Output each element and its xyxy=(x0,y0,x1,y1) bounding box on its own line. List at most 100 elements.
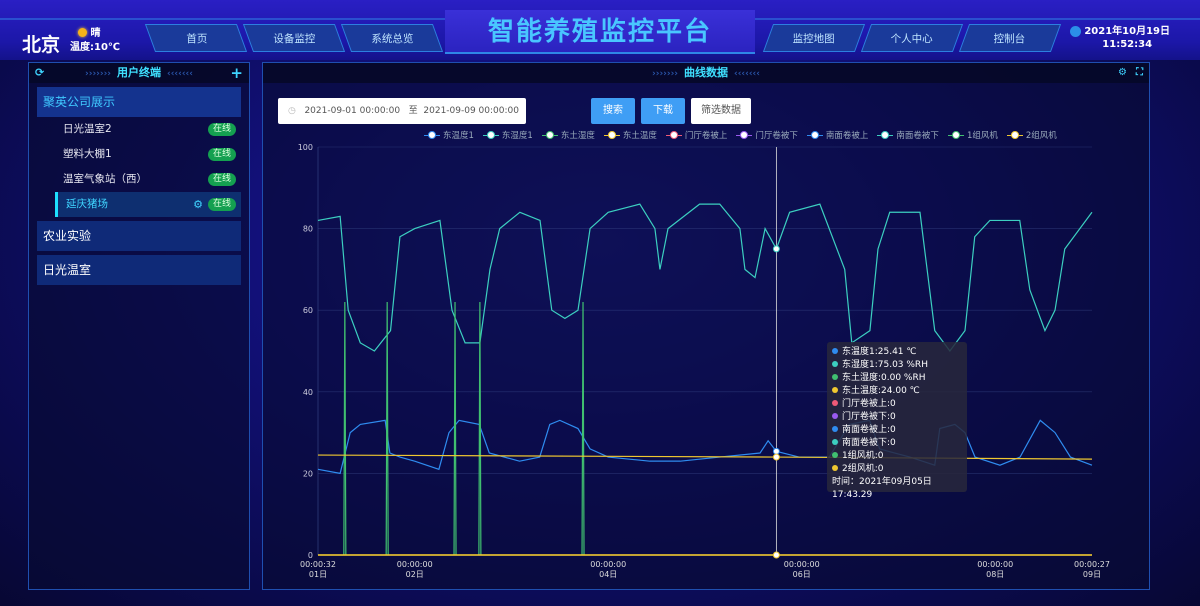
legend-marker-icon xyxy=(482,131,499,139)
series-spike xyxy=(581,302,585,556)
x-tick-label: 01日 xyxy=(309,570,327,579)
time-text: 11:52:34 xyxy=(1102,39,1153,50)
tooltip-row: 门厅卷被上:0 xyxy=(832,398,962,411)
settings-icon[interactable]: ⚙ xyxy=(1118,67,1127,78)
tree-item-label: 延庆猪场 xyxy=(66,198,108,210)
tree-item[interactable]: 温室气象站（西） 在线 xyxy=(55,167,241,192)
tooltip-row: 东土温度:24.00 ℃ xyxy=(832,385,962,398)
tooltip-row: 东温度1:25.41 ℃ xyxy=(832,346,962,359)
tree-item[interactable]: 塑料大棚1 在线 xyxy=(55,142,241,167)
tooltip-row: 南面卷被下:0 xyxy=(832,437,962,450)
cursor-point xyxy=(772,447,780,455)
device-tree: 聚英公司展示 日光温室2 在线 塑料大棚1 在线 温室气象站（西） 在线 延庆猪场 ⚙ 在线 农业实… xyxy=(29,87,249,285)
clock: 2021年10月19日 11:52:34 xyxy=(1070,25,1170,51)
tree-item-label: 塑料大棚1 xyxy=(63,148,112,160)
sidebar: ⟳ ››››››› 用户终端 ‹‹‹‹‹‹‹ + 聚英公司展示 日光温室2 在线 塑料大棚… xyxy=(28,62,250,590)
status-badge: 在线 xyxy=(207,123,236,136)
chart-panel-header: ››››››› 曲线数据 ‹‹‹‹‹‹‹ ⚙ ⛶ xyxy=(263,63,1149,83)
tooltip-row: 东土湿度:0.00 %RH xyxy=(832,372,962,385)
series-dot-icon xyxy=(832,387,838,393)
date-start[interactable]: 2021-09-01 00:00:00 xyxy=(304,106,401,116)
settings-icon[interactable]: ⚙ xyxy=(193,198,203,211)
refresh-icon[interactable]: ⟳ xyxy=(35,66,45,79)
tree-item-label: 温室气象站（西） xyxy=(63,173,147,185)
legend-item[interactable]: 1组风机 xyxy=(947,129,998,141)
tree-group[interactable]: 日光温室 xyxy=(37,255,241,285)
legend-marker-icon xyxy=(947,131,964,139)
series-dot-icon xyxy=(832,452,838,458)
series-dot-icon xyxy=(832,400,838,406)
tree-group[interactable]: 聚英公司展示 xyxy=(37,87,241,117)
date-range-picker[interactable]: ◷ 2021-09-01 00:00:00 至 2021-09-09 00:00… xyxy=(278,98,526,124)
series-spike xyxy=(343,302,347,556)
legend-item[interactable]: 东土温度 xyxy=(603,129,657,141)
series-dot-icon xyxy=(832,374,838,380)
legend-marker-icon xyxy=(877,131,894,139)
tree-group[interactable]: 农业实验 xyxy=(37,221,241,251)
x-tick-label: 00:00:00 xyxy=(590,560,626,569)
legend-marker-icon xyxy=(603,131,620,139)
tooltip-row: 东湿度1:75.03 %RH xyxy=(832,359,962,372)
chart-panel-title: 曲线数据 xyxy=(684,66,728,79)
y-tick-label: 80 xyxy=(303,225,313,234)
legend-item[interactable]: 东温度1 xyxy=(424,129,474,141)
page-title: 智能养殖监控平台 xyxy=(445,10,755,54)
x-tick-label: 00:00:00 xyxy=(977,560,1013,569)
date-text: 2021年10月19日 xyxy=(1084,26,1170,37)
legend-marker-icon xyxy=(806,131,823,139)
legend-item[interactable]: 东湿度1 xyxy=(482,129,533,141)
series-dot-icon xyxy=(832,361,838,367)
tooltip-row: 1组风机:0 xyxy=(832,450,962,463)
legend-item[interactable]: 门厅卷被上 xyxy=(665,129,727,141)
y-tick-label: 100 xyxy=(298,143,313,152)
legend-item[interactable]: 2组风机 xyxy=(1006,129,1057,141)
legend-marker-icon xyxy=(424,131,440,139)
sidebar-title: 用户终端 xyxy=(117,66,161,79)
cursor-point xyxy=(772,245,780,253)
status-badge: 在线 xyxy=(207,148,236,161)
y-tick-label: 40 xyxy=(303,388,313,397)
x-tick-label: 09日 xyxy=(1083,570,1101,579)
sidebar-header: ⟳ ››››››› 用户终端 ‹‹‹‹‹‹‹ + xyxy=(29,63,249,83)
legend-marker-icon xyxy=(541,131,558,139)
tooltip-time: 时间：2021年09月05日 17:43.29 xyxy=(832,477,932,500)
series-line xyxy=(317,419,1093,475)
x-tick-label: 00:00:32 xyxy=(300,560,336,569)
x-tick-label: 00:00:00 xyxy=(784,560,820,569)
legend-marker-icon xyxy=(665,131,682,139)
cursor-point xyxy=(772,551,780,559)
legend-item[interactable]: 南面卷被上 xyxy=(806,129,868,141)
fullscreen-icon[interactable]: ⛶ xyxy=(1136,67,1143,78)
status-badge: 在线 xyxy=(207,173,236,186)
status-badge: 在线 xyxy=(207,198,236,211)
y-tick-label: 0 xyxy=(308,551,313,560)
add-icon[interactable]: + xyxy=(230,64,243,82)
x-tick-label: 00:00:00 xyxy=(397,560,433,569)
tooltip-row: 南面卷被上:0 xyxy=(832,424,962,437)
sun-icon xyxy=(78,28,87,37)
series-dot-icon xyxy=(832,413,838,419)
series-dot-icon xyxy=(832,426,838,432)
x-tick-label: 04日 xyxy=(599,570,617,579)
series-dot-icon xyxy=(832,439,838,445)
x-tick-label: 08日 xyxy=(986,570,1004,579)
legend-marker-icon xyxy=(1006,131,1023,139)
date-end[interactable]: 2021-09-09 00:00:00 xyxy=(423,106,519,116)
filter-data-button[interactable]: 筛选数据 xyxy=(691,98,751,124)
weather-text: 晴 xyxy=(90,28,101,39)
tree-item[interactable]: 日光温室2 在线 xyxy=(55,117,241,142)
legend-marker-icon xyxy=(736,131,753,139)
series-dot-icon xyxy=(832,348,838,354)
tooltip-row: 门厅卷被下:0 xyxy=(832,411,962,424)
legend-item[interactable]: 门厅卷被下 xyxy=(736,129,798,141)
download-button[interactable]: 下载 xyxy=(641,98,685,124)
search-button[interactable]: 搜索 xyxy=(591,98,635,124)
clock-icon: ◷ xyxy=(288,106,296,116)
tooltip-row: 2组风机:0 xyxy=(832,463,962,476)
legend-item[interactable]: 东土湿度 xyxy=(541,129,595,141)
chart-tooltip: 东温度1:25.41 ℃ 东湿度1:75.03 %RH 东土湿度:0.00 %RH 东… xyxy=(827,342,967,500)
series-spike xyxy=(453,302,457,556)
legend-item[interactable]: 南面卷被下 xyxy=(877,129,939,141)
tree-item[interactable]: 延庆猪场 ⚙ 在线 xyxy=(55,192,241,217)
